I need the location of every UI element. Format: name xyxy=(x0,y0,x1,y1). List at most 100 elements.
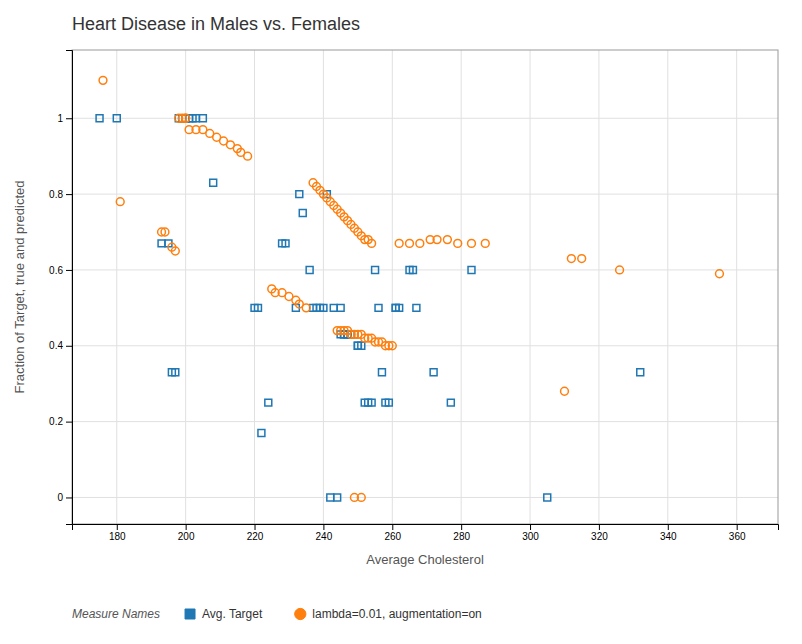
point xyxy=(468,239,476,247)
point xyxy=(616,266,624,274)
tick: 1 xyxy=(57,113,72,124)
tick-label: 280 xyxy=(453,531,470,542)
tick-mark xyxy=(255,524,256,530)
legend-swatch xyxy=(185,609,195,619)
tick-mark xyxy=(530,524,531,530)
legend-label: lambda=0.01, augmentation=on xyxy=(312,607,481,621)
point xyxy=(171,247,179,255)
tick-mark xyxy=(599,524,600,530)
axis-line xyxy=(73,525,779,531)
tick-label: 0.4 xyxy=(49,340,63,351)
point xyxy=(99,76,107,84)
tick-label: 0.2 xyxy=(49,416,63,427)
point xyxy=(396,304,403,311)
point xyxy=(433,236,441,244)
tick-mark xyxy=(323,524,324,530)
grid-line xyxy=(736,50,737,524)
tick-label: 1 xyxy=(57,113,63,124)
grid-line xyxy=(667,50,668,524)
tick-mark xyxy=(66,346,72,347)
grid-line xyxy=(323,50,324,524)
grid-line xyxy=(72,194,778,195)
point xyxy=(320,304,327,311)
tick: 240 xyxy=(316,524,333,542)
y-axis: 0 0.2 0.4 0.6 0.8 1 xyxy=(49,51,72,525)
grid-line xyxy=(530,50,531,524)
point xyxy=(358,342,365,349)
point xyxy=(265,399,272,406)
point xyxy=(378,369,385,376)
point xyxy=(468,266,475,273)
point xyxy=(199,115,206,122)
tick-mark xyxy=(737,524,738,530)
tick-mark xyxy=(66,194,72,195)
point xyxy=(182,114,190,122)
tick: 260 xyxy=(384,524,401,542)
tick-label: 320 xyxy=(591,531,608,542)
point xyxy=(337,304,344,311)
legend-label: Avg. Target xyxy=(202,607,263,621)
series xyxy=(99,76,723,501)
point xyxy=(96,115,103,122)
point xyxy=(296,191,303,198)
tick-label: 240 xyxy=(316,531,333,542)
plot: 180 200 220 240 260 280 300 320 340 360 0 0.2 0.4 0.6… xyxy=(12,50,779,567)
point xyxy=(368,239,376,247)
tick-mark xyxy=(66,118,72,119)
chart: Heart Disease in Males vs. Females180200… xyxy=(0,0,802,644)
tick: 300 xyxy=(522,524,539,542)
tick-label: 260 xyxy=(384,531,401,542)
legend: Measure Names Avg. Target lambda=0.01, aug… xyxy=(72,607,482,621)
point xyxy=(406,239,414,247)
tick-mark xyxy=(461,524,462,530)
grid-line xyxy=(72,497,778,498)
tick: 0.8 xyxy=(49,189,72,200)
point xyxy=(258,430,265,437)
point xyxy=(244,152,252,160)
grid-line xyxy=(72,269,778,270)
point xyxy=(306,266,313,273)
tick: 0.4 xyxy=(49,340,72,351)
point xyxy=(388,342,396,350)
tick-label: 360 xyxy=(729,531,746,542)
point xyxy=(409,266,416,273)
point xyxy=(637,369,644,376)
point xyxy=(299,210,306,217)
point xyxy=(481,239,489,247)
tick-mark xyxy=(117,524,118,530)
point xyxy=(385,399,392,406)
x-axis-title: Average Cholesterol xyxy=(366,552,484,567)
legend-title: Measure Names xyxy=(72,607,160,621)
point xyxy=(375,304,382,311)
tick: 180 xyxy=(109,524,126,542)
point xyxy=(430,369,437,376)
point xyxy=(567,255,575,263)
grid xyxy=(72,50,778,524)
point xyxy=(161,228,169,236)
tick-label: 200 xyxy=(178,531,195,542)
grid-line xyxy=(461,50,462,524)
tick: 220 xyxy=(247,524,264,542)
tick: 0.2 xyxy=(49,416,72,427)
x-axis: 180 200 220 240 260 280 300 320 340 360 xyxy=(73,524,779,542)
point xyxy=(368,399,375,406)
point xyxy=(158,240,165,247)
tick: 0 xyxy=(57,492,72,503)
tick: 340 xyxy=(660,524,677,542)
point xyxy=(454,239,462,247)
point xyxy=(172,369,179,376)
tick: 0.6 xyxy=(49,265,72,276)
point xyxy=(416,239,424,247)
tick-mark xyxy=(66,270,72,271)
point xyxy=(302,304,310,312)
point xyxy=(578,255,586,263)
grid-line xyxy=(598,50,599,524)
point xyxy=(447,399,454,406)
point xyxy=(395,239,403,247)
tick-label: 220 xyxy=(247,531,264,542)
plot-frame xyxy=(72,50,778,524)
tick-label: 340 xyxy=(660,531,677,542)
point xyxy=(443,236,451,244)
point xyxy=(210,179,217,186)
grid-line xyxy=(72,421,778,422)
